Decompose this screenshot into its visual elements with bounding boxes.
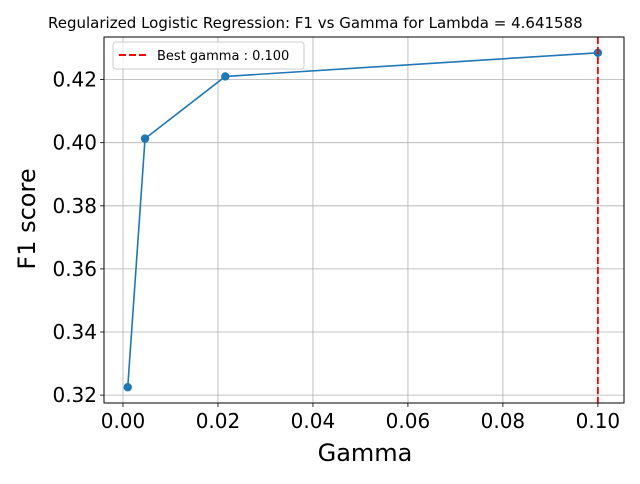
y-axis-label: F1 score bbox=[13, 168, 41, 269]
series-line bbox=[126, 51, 598, 388]
y-tick-label: 0.36 bbox=[52, 257, 97, 281]
chart-title: Regularized Logistic Regression: F1 vs G… bbox=[48, 14, 583, 32]
y-tick-label: 0.34 bbox=[52, 320, 97, 344]
y-tick-label: 0.38 bbox=[52, 194, 97, 218]
plot-area-frame bbox=[103, 36, 625, 404]
y-tick-label: 0.32 bbox=[52, 383, 97, 407]
data-point bbox=[140, 134, 150, 143]
x-tick-label: 0.08 bbox=[481, 409, 526, 433]
x-tick-label: 0.02 bbox=[196, 409, 241, 433]
legend: Best gamma : 0.100 bbox=[112, 41, 305, 70]
data-point bbox=[123, 383, 132, 392]
data-point bbox=[221, 72, 230, 81]
x-tick-label: 0.10 bbox=[576, 409, 621, 433]
x-tick-label: 0.00 bbox=[101, 409, 146, 433]
x-tick-label: 0.06 bbox=[386, 409, 431, 433]
legend-box bbox=[112, 41, 305, 70]
legend-label-best-gamma: Best gamma : 0.100 bbox=[157, 49, 289, 64]
y-tick-label: 0.40 bbox=[52, 131, 97, 155]
x-tick-label: 0.04 bbox=[291, 409, 336, 433]
y-tick-label: 0.42 bbox=[52, 68, 97, 92]
axis-ticks: 0.00 0.02 0.04 0.06 0.08 0.10 0.32 0.34 0.36 0.38… bbox=[52, 68, 620, 433]
x-axis-label: Gamma bbox=[318, 439, 413, 467]
grid bbox=[104, 37, 624, 403]
series-layer bbox=[123, 48, 603, 392]
